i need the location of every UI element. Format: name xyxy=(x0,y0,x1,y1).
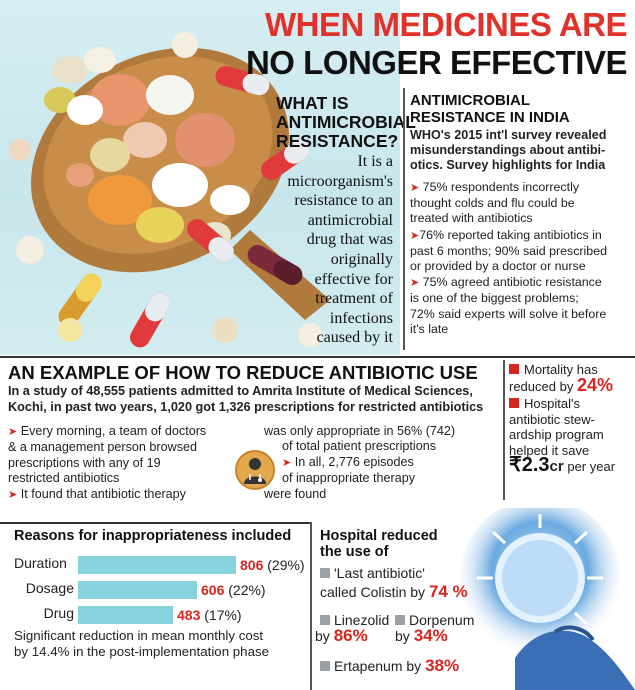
triangle-bullet-icon: ➤ xyxy=(8,426,18,438)
dorpenum-line-1: Dorpenum xyxy=(395,612,474,628)
ertapenum-value: 38% xyxy=(425,656,460,675)
dorpenum-value: 34% xyxy=(413,626,448,645)
bar-value: 606 (22%) xyxy=(201,582,266,598)
reasons-heading: Reasons for inappropriateness included xyxy=(14,528,292,544)
red-square-bullet-icon xyxy=(509,364,519,374)
colistin-value: 74 % xyxy=(428,582,468,601)
india-divider xyxy=(403,88,405,350)
bottom-divider xyxy=(310,522,312,690)
red-square-bullet-icon xyxy=(509,398,519,408)
triangle-bullet-icon: ➤ xyxy=(282,456,292,469)
mortality-value: 24% xyxy=(576,374,613,395)
reasons-footer: Significant reduction in mean monthly co… xyxy=(14,628,270,659)
what-is-heading: WHAT IS ANTIMICROBIAL RESISTANCE? xyxy=(276,93,416,151)
linezolid-line-2: by 86% xyxy=(315,626,368,645)
bar-value: 806 (29%) xyxy=(240,557,305,573)
bacteria-glove-photo xyxy=(455,498,635,690)
india-survey-points: ➤ 75% respondents incorrectly thought co… xyxy=(410,180,632,338)
pills-illustration xyxy=(9,32,330,348)
bar-value: 483 (17%) xyxy=(177,607,242,623)
example-heading: AN EXAMPLE OF HOW TO REDUCE ANTIBIOTIC U… xyxy=(8,362,478,383)
india-heading: ANTIMICROBIAL RESISTANCE IN INDIA xyxy=(410,92,570,126)
list-item: ➤ 75% agreed antibiotic resistance is on… xyxy=(410,275,607,336)
india-intro: WHO's 2015 int'l survey revealed misunde… xyxy=(410,128,607,172)
grey-square-bullet-icon xyxy=(320,661,330,671)
colistin-line-1: 'Last antibiotic' xyxy=(320,565,425,581)
triangle-bullet-icon: ➤ xyxy=(410,182,420,194)
bar xyxy=(78,606,173,624)
outcomes-box: Mortality has reduced by 24% Hospital's … xyxy=(509,362,616,476)
outcomes-divider xyxy=(503,360,505,500)
example-column-1: ➤ Every morning, a team of doctors & a m… xyxy=(8,424,207,501)
triangle-bullet-icon: ➤ xyxy=(410,277,420,290)
linezolid-line-1: Linezolid xyxy=(320,612,389,628)
reasons-bar-chart: Duration 806 (29%) Dosage 606 (22%) Drug… xyxy=(0,0,310,690)
grey-square-bullet-icon xyxy=(320,615,330,625)
ertapenum-line: Ertapenum by 38% xyxy=(320,656,459,676)
colistin-line-2: called Colistin by 74 % xyxy=(320,582,468,601)
saving-amount: ₹2.3 xyxy=(509,454,550,476)
bar-label: Duration xyxy=(14,555,67,571)
example-intro: In a study of 48,555 patients admitted t… xyxy=(8,384,484,414)
pills-spoon-photo xyxy=(0,0,400,355)
example-column-2: was only appropriate in 56% (742) of tot… xyxy=(264,424,456,501)
doctor-stethoscope-icon xyxy=(235,450,275,490)
headline: WHEN MEDICINES ARE NO LONGER EFFECTIVE xyxy=(0,0,635,85)
grey-square-bullet-icon xyxy=(320,568,330,578)
headline-line-1: WHEN MEDICINES ARE xyxy=(265,6,627,43)
section-divider xyxy=(0,522,310,524)
linezolid-value: 86% xyxy=(333,626,368,645)
triangle-bullet-icon: ➤ xyxy=(410,229,420,242)
dorpenum-line-2: by 34% xyxy=(395,626,448,645)
bar xyxy=(78,581,197,599)
grey-square-bullet-icon xyxy=(395,615,405,625)
list-item: ➤ 75% respondents incorrectly thought co… xyxy=(410,180,580,226)
triangle-bullet-icon: ➤ xyxy=(8,488,18,501)
bar xyxy=(78,556,236,574)
headline-line-2: NO LONGER EFFECTIVE xyxy=(245,44,628,81)
section-divider xyxy=(0,356,635,358)
list-item: ➤76% reported taking antibiotics in past… xyxy=(410,227,607,274)
bar-label: Dosage xyxy=(25,580,74,596)
what-is-definition: It is a microorganism's resistance to an… xyxy=(287,153,393,347)
hospital-heading: Hospital reduced the use of xyxy=(320,528,438,560)
bar-label: Drug xyxy=(43,605,74,621)
